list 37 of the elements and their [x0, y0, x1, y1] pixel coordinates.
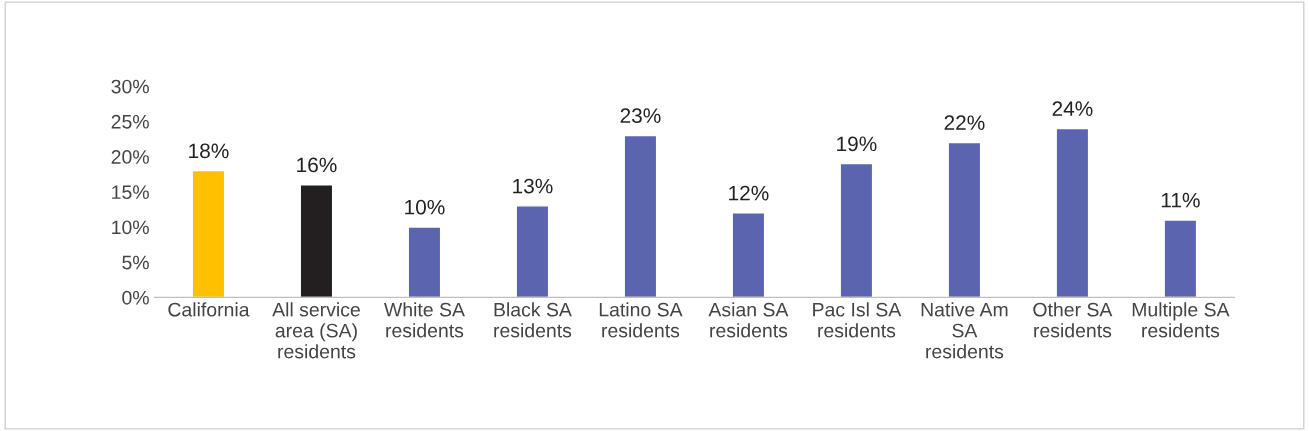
- bar: [515, 205, 550, 298]
- bar: [1055, 127, 1090, 298]
- x-tick-label: White SA residents: [384, 302, 465, 338]
- y-tick-label: 5%: [122, 255, 149, 270]
- data-label: 16%: [297, 157, 337, 173]
- data-label: 22%: [944, 115, 985, 130]
- bar: [407, 226, 442, 298]
- data-label: 10%: [405, 199, 445, 215]
- data-label: 11%: [1161, 192, 1200, 208]
- x-tick-label: Other SA residents: [1033, 302, 1113, 338]
- x-tick-label: Black SA residents: [494, 302, 572, 338]
- bar: [947, 141, 982, 298]
- y-tick-label: 30%: [111, 79, 149, 94]
- data-label: 24%: [1052, 101, 1093, 116]
- x-tick-label: Asian SA residents: [708, 302, 789, 338]
- bar: [191, 169, 226, 298]
- data-label: 18%: [189, 143, 229, 159]
- x-tick-label: All service area (SA) residents: [272, 302, 360, 359]
- data-label: 23%: [620, 108, 661, 124]
- bar: [1163, 219, 1198, 298]
- x-tick-label: Native Am SA residents: [921, 302, 1008, 359]
- y-tick-label: 0%: [122, 290, 149, 305]
- y-tick-label: 15%: [112, 185, 149, 200]
- data-label: 12%: [729, 185, 769, 201]
- data-label: 19%: [837, 136, 877, 152]
- bar: [299, 184, 334, 298]
- x-tick-label: California: [168, 302, 250, 317]
- y-tick-label: 10%: [112, 220, 149, 235]
- data-label: 13%: [513, 178, 553, 194]
- x-tick-label: Pac Isl SA residents: [813, 302, 902, 338]
- bar: [623, 134, 658, 298]
- x-tick-label: Multiple SA residents: [1132, 302, 1230, 338]
- bar: [839, 162, 874, 298]
- bar: [731, 212, 766, 298]
- y-tick-label: 20%: [111, 150, 149, 164]
- y-tick-label: 25%: [111, 114, 149, 129]
- x-tick-label: Latino SA residents: [599, 302, 683, 338]
